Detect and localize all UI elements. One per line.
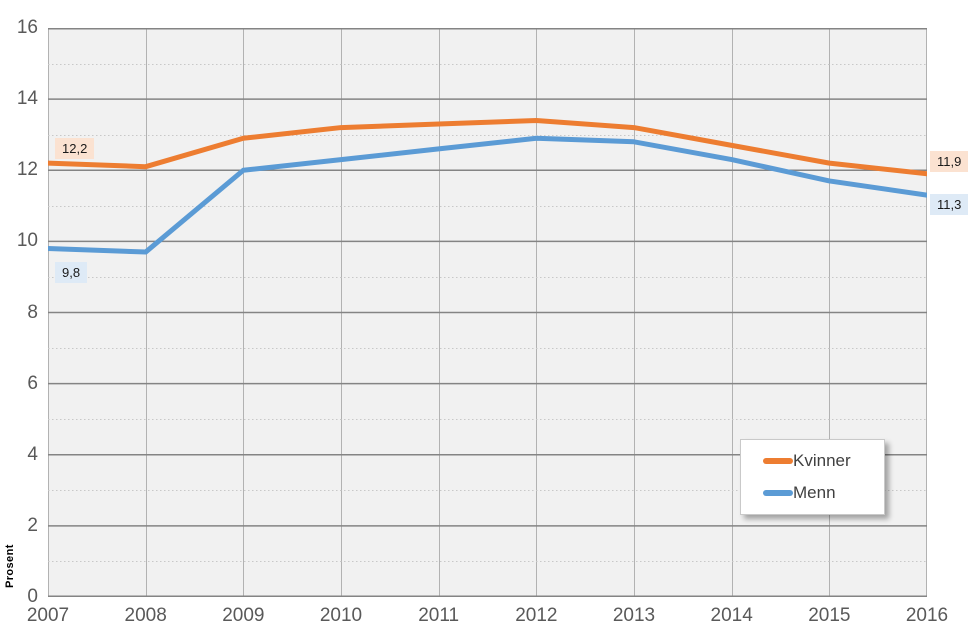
data-label-menn-2016: 11,3: [930, 194, 969, 216]
x-tick-label: 2008: [124, 605, 167, 626]
x-tick-label: 2009: [222, 605, 265, 626]
x-tick-label: 2016: [905, 605, 949, 626]
kvinner-line-swatch: [763, 458, 793, 465]
plot-area: [48, 28, 927, 597]
x-tick-label: 2007: [26, 605, 70, 626]
y-tick-label: 10: [16, 230, 38, 252]
x-tick-label: 2011: [418, 605, 460, 626]
y-tick-label: 0: [27, 586, 38, 607]
legend-label-kvinner: Kvinner: [793, 451, 851, 471]
x-tick-label: 2012: [515, 605, 558, 626]
y-tick-label: 2: [27, 514, 38, 536]
y-tick-label: 4: [27, 443, 38, 465]
legend-item-kvinner: Kvinner: [763, 451, 884, 471]
y-tick-label: 8: [27, 301, 38, 323]
y-tick-label: 6: [27, 372, 38, 394]
menn-line-swatch: [763, 489, 793, 496]
legend: Kvinner Menn: [740, 439, 885, 515]
legend-label-menn: Menn: [793, 482, 836, 502]
data-label-menn-2007: 9,8: [55, 262, 88, 284]
data-label-kvinner-2007: 12,2: [55, 138, 95, 160]
series-line-kvinner: [48, 117, 927, 177]
x-tick-label: 2015: [808, 605, 851, 626]
data-label-kvinner-2016: 11,9: [930, 150, 969, 172]
x-tick-label: 2013: [612, 605, 656, 626]
y-tick-label: 14: [16, 88, 38, 110]
y-tick-label: 12: [16, 159, 38, 181]
y-axis-title: Prosent: [4, 544, 16, 588]
y-tick-label: 16: [16, 17, 38, 38]
series-line-menn: [48, 135, 927, 255]
legend-item-menn: Menn: [763, 483, 884, 503]
x-tick-label: 2010: [319, 605, 363, 626]
x-tick-label: 2014: [710, 605, 753, 626]
